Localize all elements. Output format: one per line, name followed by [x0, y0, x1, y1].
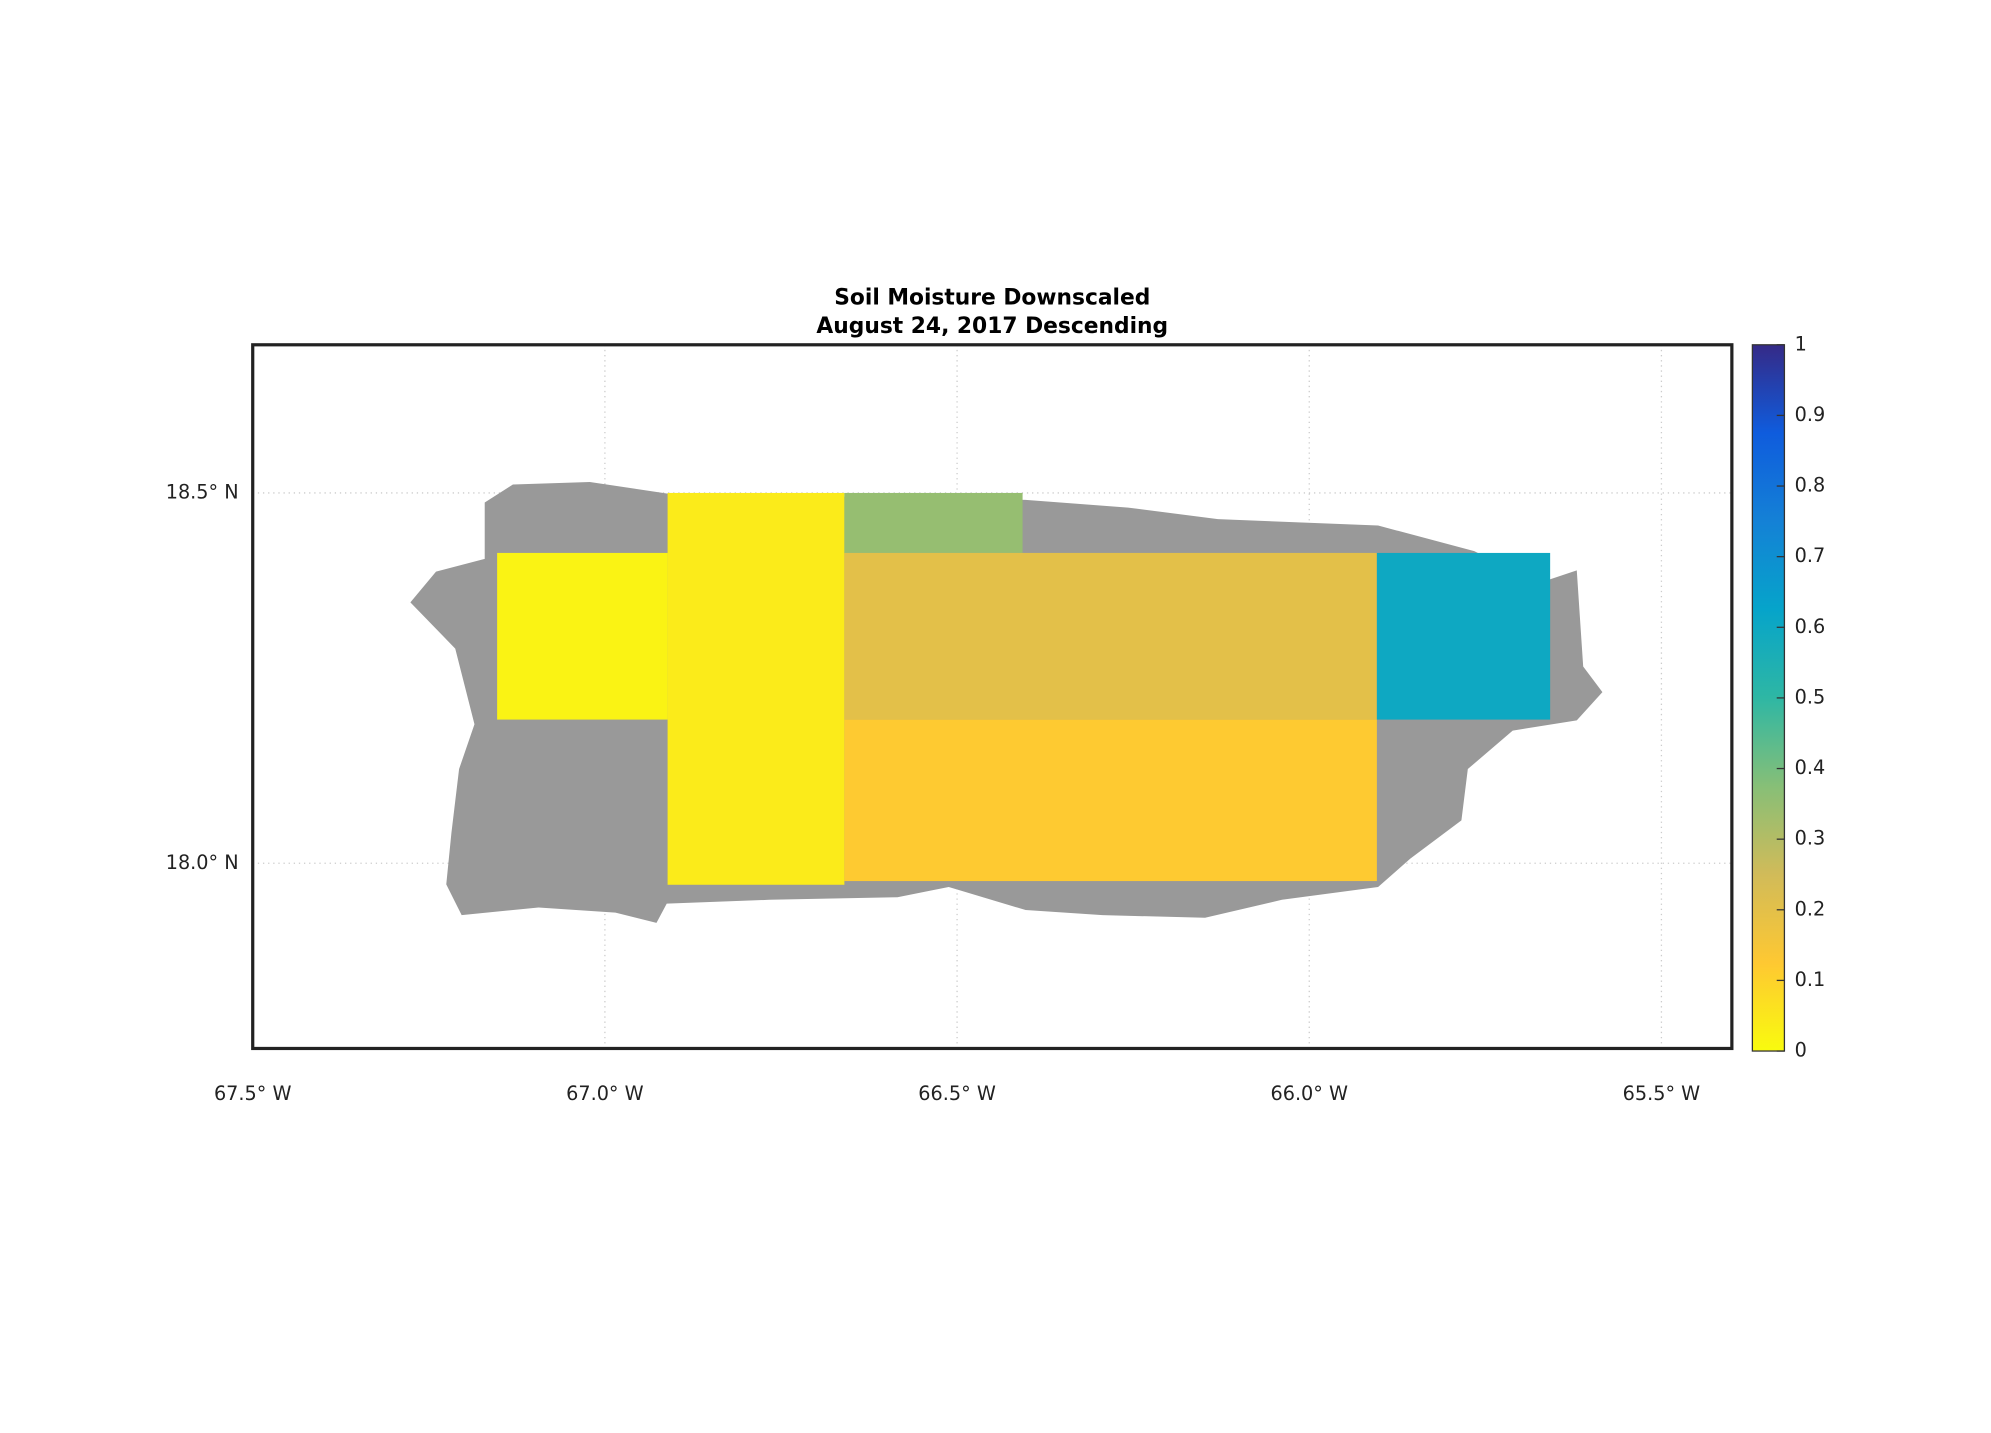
axes: 67.5° W 67.0° W 66.5° W 66.0° W 65.5° W 18.0°…	[166, 332, 1826, 1105]
tiles	[497, 492, 1551, 885]
colorbar-tick-label: 1	[1795, 332, 1807, 355]
chart-title: Soil Moisture Downscaled	[834, 286, 1150, 311]
colorbar-tick-label: 0.7	[1795, 544, 1826, 567]
y-tick-label: 18.0° N	[166, 851, 239, 874]
x-tick-label: 67.0° W	[566, 1082, 644, 1105]
colorbar-tick-label: 0.2	[1795, 897, 1826, 920]
moisture-tile	[844, 719, 1377, 882]
colorbar-tick-label: 0.4	[1795, 756, 1826, 779]
plot-frame	[251, 343, 1734, 1051]
chart-subtitle: August 24, 2017 Descending	[816, 314, 1168, 339]
moisture-tile	[1376, 552, 1551, 720]
moisture-tile	[844, 552, 1377, 720]
y-tick-label: 18.5° N	[166, 480, 239, 503]
colorbar-tick-label: 0.1	[1795, 968, 1826, 991]
x-tick-label: 66.5° W	[918, 1082, 996, 1105]
x-tick-label: 65.5° W	[1623, 1082, 1701, 1105]
x-tick-label: 66.0° W	[1270, 1082, 1348, 1105]
x-tick-label: 67.5° W	[214, 1082, 292, 1105]
colorbar-tick-label: 0.3	[1795, 827, 1826, 850]
colorbar-tick-label: 0.9	[1795, 403, 1826, 426]
moisture-tile	[844, 492, 1023, 553]
colorbar-tick-label: 0	[1795, 1039, 1807, 1062]
colorbar-tick-label: 0.8	[1795, 474, 1826, 497]
colorbar-tick-label: 0.5	[1795, 685, 1826, 708]
colorbar-tick-label: 0.6	[1795, 615, 1826, 638]
moisture-tile	[667, 492, 845, 885]
moisture-tile	[497, 552, 668, 720]
